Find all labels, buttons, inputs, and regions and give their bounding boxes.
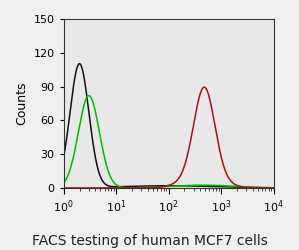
Text: FACS testing of human MCF7 cells: FACS testing of human MCF7 cells (32, 234, 267, 247)
Y-axis label: Counts: Counts (15, 82, 28, 125)
